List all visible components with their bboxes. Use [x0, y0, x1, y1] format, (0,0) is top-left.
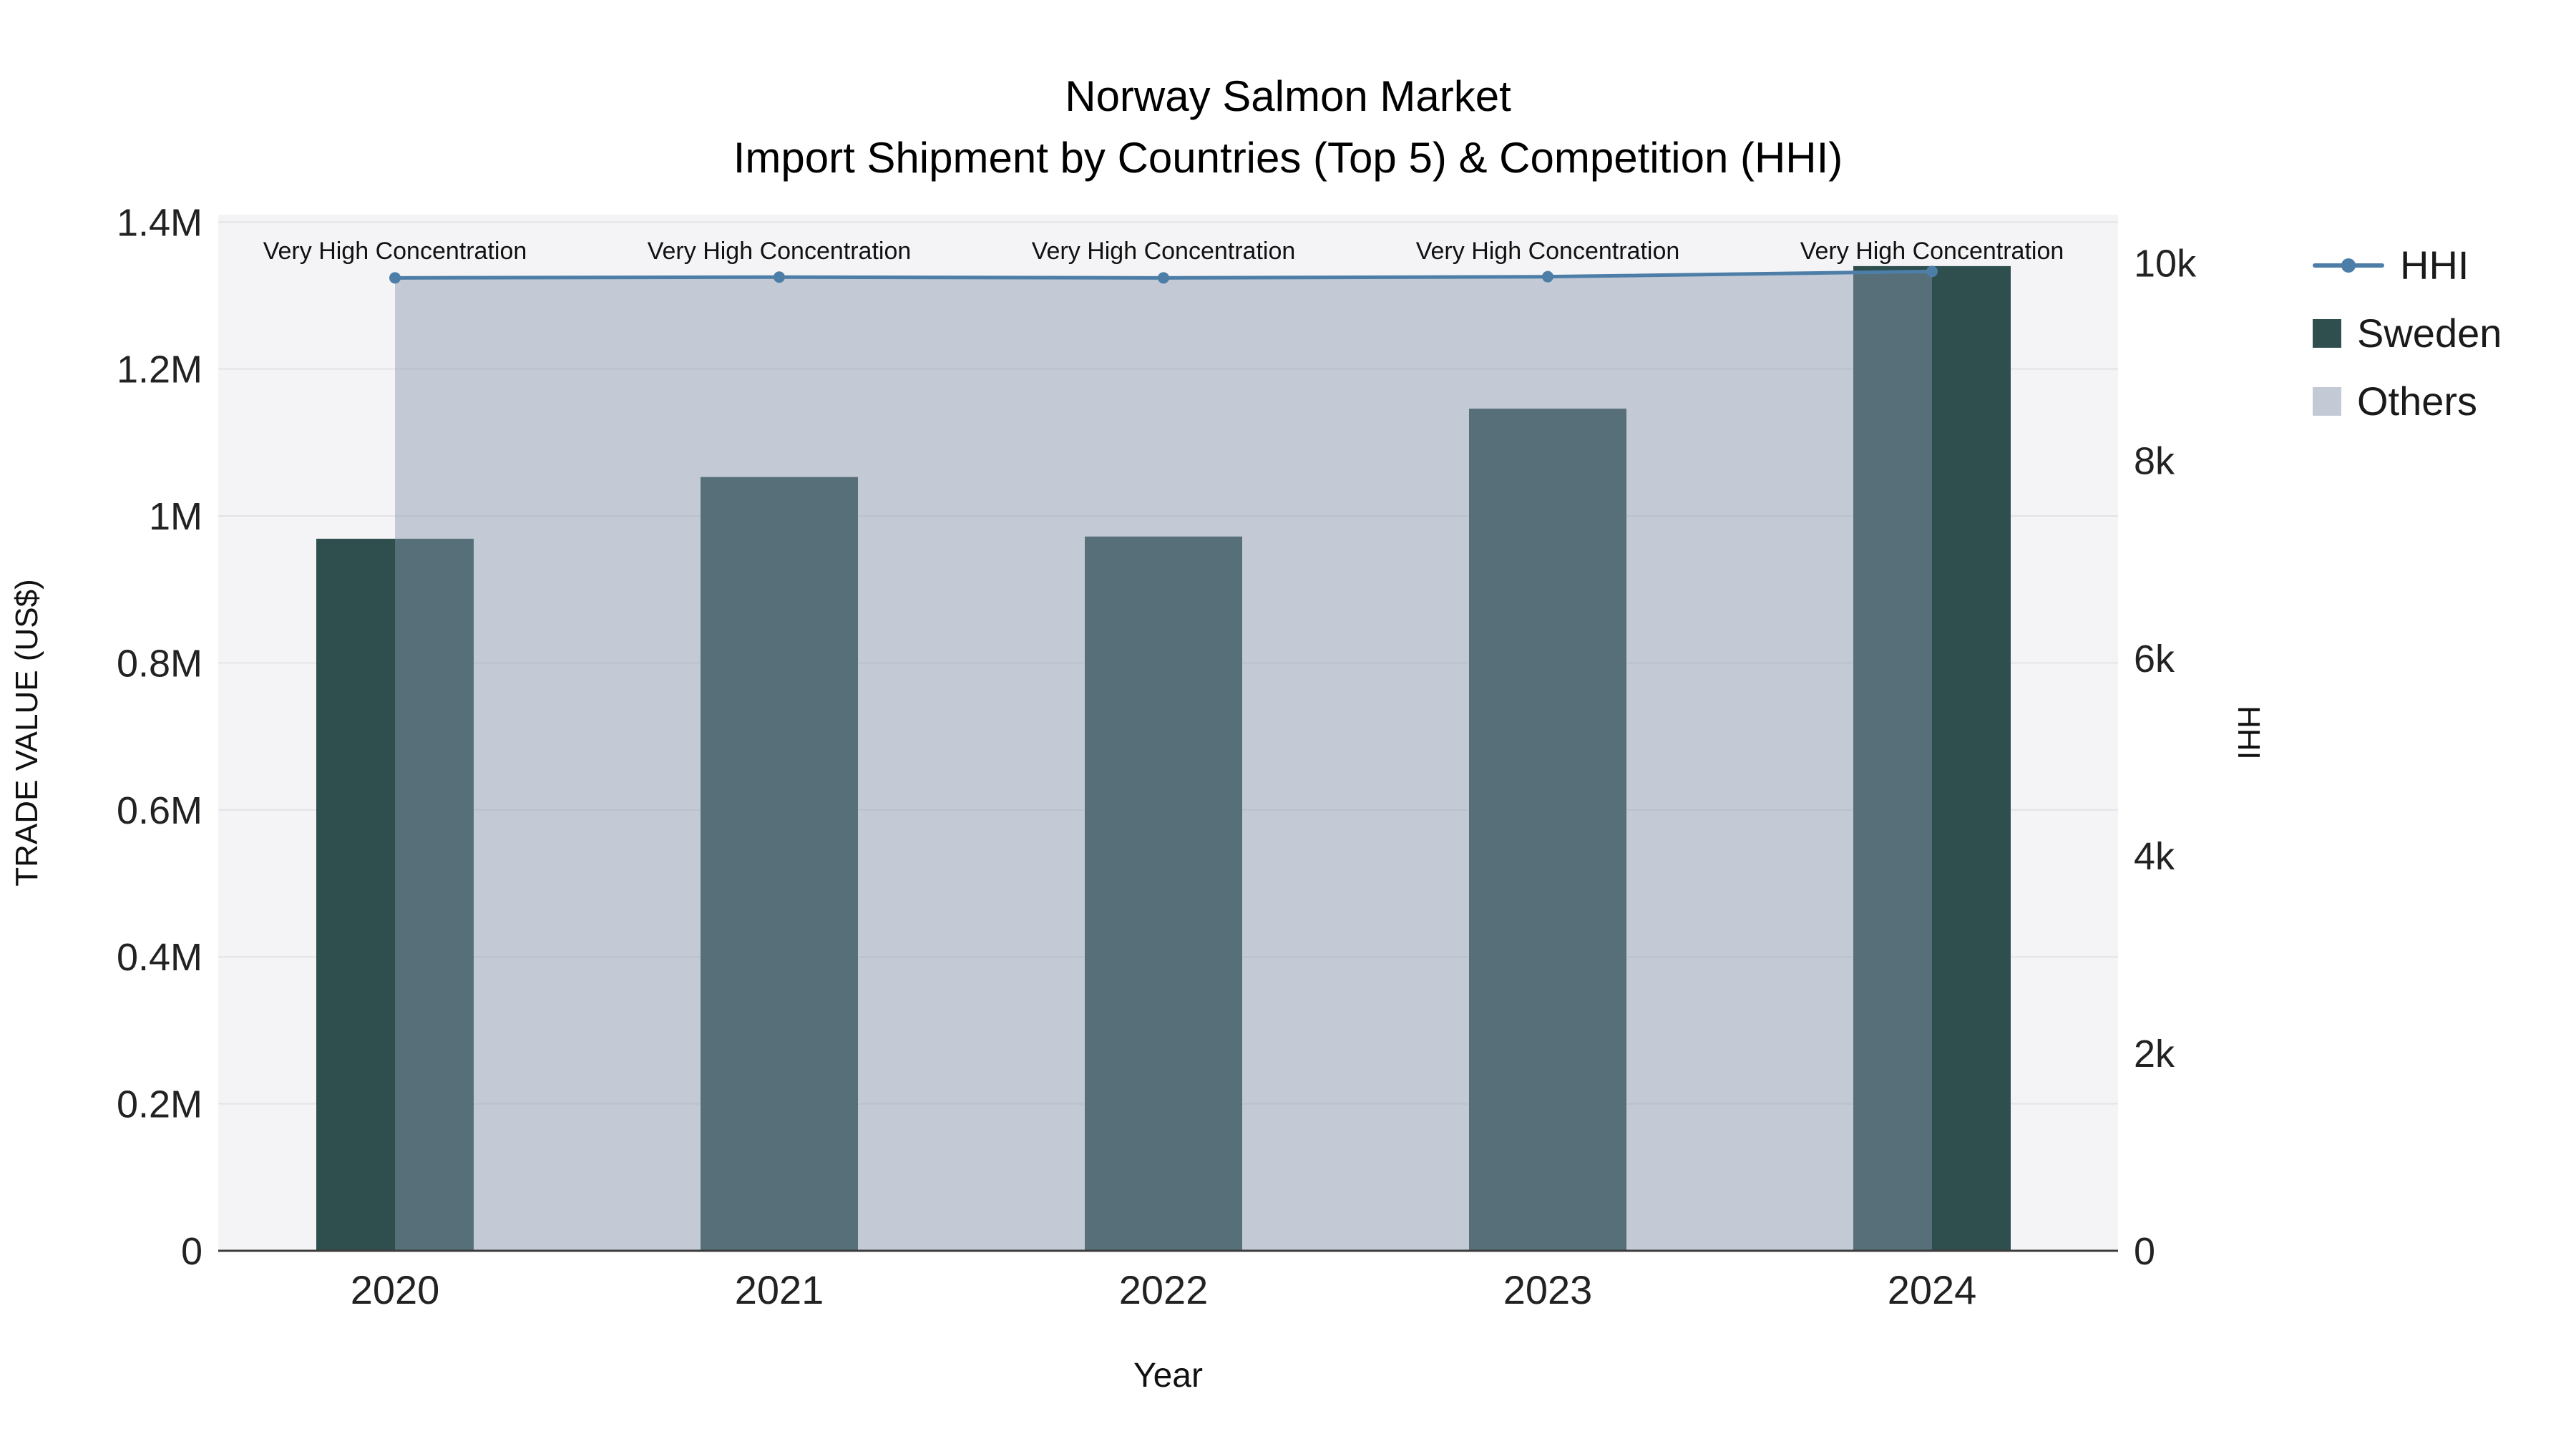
annotation-2021: Very High Concentration — [648, 238, 912, 265]
legend-label-sweden: Sweden — [2357, 311, 2502, 356]
x-tick-label-2021: 2021 — [735, 1267, 824, 1312]
legend-item-sweden[interactable]: Sweden — [2313, 310, 2502, 356]
y-right-tick-label: 6k — [2134, 638, 2175, 680]
x-tick-label-2020: 2020 — [351, 1267, 440, 1312]
y-left-tick-label: 0.2M — [117, 1083, 203, 1126]
bar-sweden-2023[interactable] — [1469, 409, 1626, 1251]
y-left-tick-label: 1.2M — [117, 348, 203, 391]
hhi-marker-2023[interactable] — [1542, 270, 1553, 283]
annotation-2024: Very High Concentration — [1800, 238, 2064, 265]
bar-sweden-2020[interactable] — [316, 538, 474, 1251]
others-square-swatch-icon — [2313, 386, 2341, 416]
chart-legend: HHI Sweden Others — [2313, 242, 2502, 424]
legend-label-others: Others — [2357, 379, 2478, 424]
bar-sweden-2024[interactable] — [1853, 265, 2011, 1252]
legend-item-others[interactable]: Others — [2313, 378, 2502, 424]
y-left-tick-label: 0 — [181, 1230, 203, 1273]
y-left-tick-label: 0.8M — [117, 642, 203, 685]
sweden-square-swatch-icon — [2313, 318, 2341, 348]
y-right-tick-label: 8k — [2134, 440, 2175, 483]
hhi-marker-2020[interactable] — [389, 272, 401, 284]
chart-title: Norway Salmon Market — [1065, 72, 1511, 120]
y-right-tick-label: 10k — [2134, 243, 2197, 286]
y-left-tick-label: 0.4M — [117, 936, 203, 979]
annotation-2023: Very High Concentration — [1416, 238, 1680, 265]
hhi-marker-2021[interactable] — [774, 271, 785, 283]
chart-subtitle: Import Shipment by Countries (Top 5) & C… — [733, 134, 1843, 182]
x-tick-label-2023: 2023 — [1503, 1267, 1593, 1312]
y-left-tick-label: 1.4M — [117, 201, 203, 244]
hhi-marker-2022[interactable] — [1158, 272, 1169, 284]
others-area[interactable] — [395, 271, 1932, 1251]
legend-item-hhi[interactable]: HHI — [2313, 242, 2502, 288]
y-right-tick-label: 4k — [2134, 835, 2175, 878]
x-tick-label-2022: 2022 — [1119, 1267, 1209, 1312]
y-right-tick-label: 0 — [2134, 1230, 2155, 1273]
annotation-2022: Very High Concentration — [1032, 238, 1296, 265]
annotation-2020: Very High Concentration — [263, 238, 527, 265]
hhi-line-swatch-dot-icon — [2341, 258, 2356, 273]
y-right-tick-label: 2k — [2134, 1033, 2175, 1075]
chart-title-block: Norway Salmon Market Import Shipment by … — [0, 66, 2576, 189]
x-axis-title: Year — [1133, 1357, 1203, 1395]
y-left-tick-label: 0.6M — [117, 789, 203, 832]
bar-sweden-2022[interactable] — [1085, 536, 1242, 1251]
hhi-line-swatch-icon — [2313, 258, 2384, 273]
hhi-marker-2024[interactable] — [1926, 265, 1938, 278]
bar-sweden-2021[interactable] — [701, 477, 858, 1251]
x-tick-label-2024: 2024 — [1888, 1267, 1977, 1312]
y-right-axis-title: HHI — [2231, 706, 2266, 760]
legend-label-hhi: HHI — [2400, 243, 2469, 288]
y-left-tick-label: 1M — [149, 495, 203, 538]
y-left-axis-title: TRADE VALUE (US$) — [9, 579, 44, 887]
